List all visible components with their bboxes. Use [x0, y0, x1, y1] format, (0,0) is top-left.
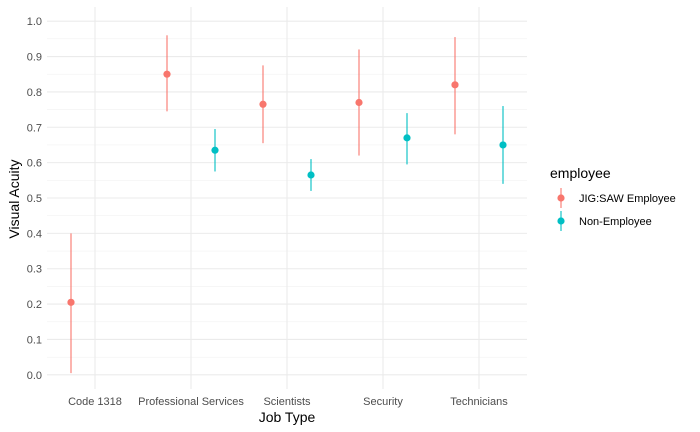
data-point: [307, 171, 315, 179]
data-point: [67, 298, 75, 306]
data-point: [163, 70, 171, 78]
x-tick-labels: Code 1318 Professional Services Scientists…: [68, 396, 508, 408]
x-tick-label: Code 1318: [68, 396, 122, 408]
y-tick-label: 0.2: [27, 299, 42, 311]
y-tick-label: 0.8: [27, 87, 42, 99]
data-point: [451, 81, 459, 89]
y-tick-label: 0.1: [27, 334, 42, 346]
y-tick-label: 0.4: [27, 228, 42, 240]
data-point: [499, 141, 507, 149]
x-tick-label: Scientists: [263, 396, 311, 408]
y-tick-labels: 0.0 0.1 0.2 0.3 0.4 0.5 0.6 0.7 0.8 0.9 1.0: [27, 16, 42, 382]
y-tick-label: 0.5: [27, 193, 42, 205]
data-point: [355, 98, 363, 107]
legend-key-point: [557, 217, 565, 225]
y-axis-title: Visual Acuity: [6, 159, 22, 238]
y-tick-label: 1.0: [27, 16, 42, 28]
y-tick-label: 0.3: [27, 264, 42, 276]
y-tick-label: 0.9: [27, 52, 42, 64]
y-tick-label: 0.0: [27, 370, 42, 382]
legend: employee JIG:SAW Employee Non-Employee: [550, 165, 676, 231]
data-point: [403, 134, 411, 142]
x-tick-label: Professional Services: [138, 396, 244, 408]
data-point: [259, 100, 267, 108]
legend-key-point: [557, 194, 565, 202]
legend-title: employee: [550, 165, 611, 181]
x-tick-label: Technicians: [450, 396, 508, 408]
point-ranges: [67, 35, 507, 374]
legend-label: Non-Employee: [579, 216, 652, 228]
x-tick-label: Security: [363, 396, 403, 408]
x-axis-title: Job Type: [259, 409, 316, 425]
y-tick-label: 0.7: [27, 122, 42, 134]
grid-major: [47, 7, 527, 389]
data-point: [211, 146, 219, 154]
legend-label: JIG:SAW Employee: [579, 193, 676, 205]
y-tick-label: 0.6: [27, 158, 42, 170]
legend-items: JIG:SAW Employee Non-Employee: [557, 188, 676, 231]
